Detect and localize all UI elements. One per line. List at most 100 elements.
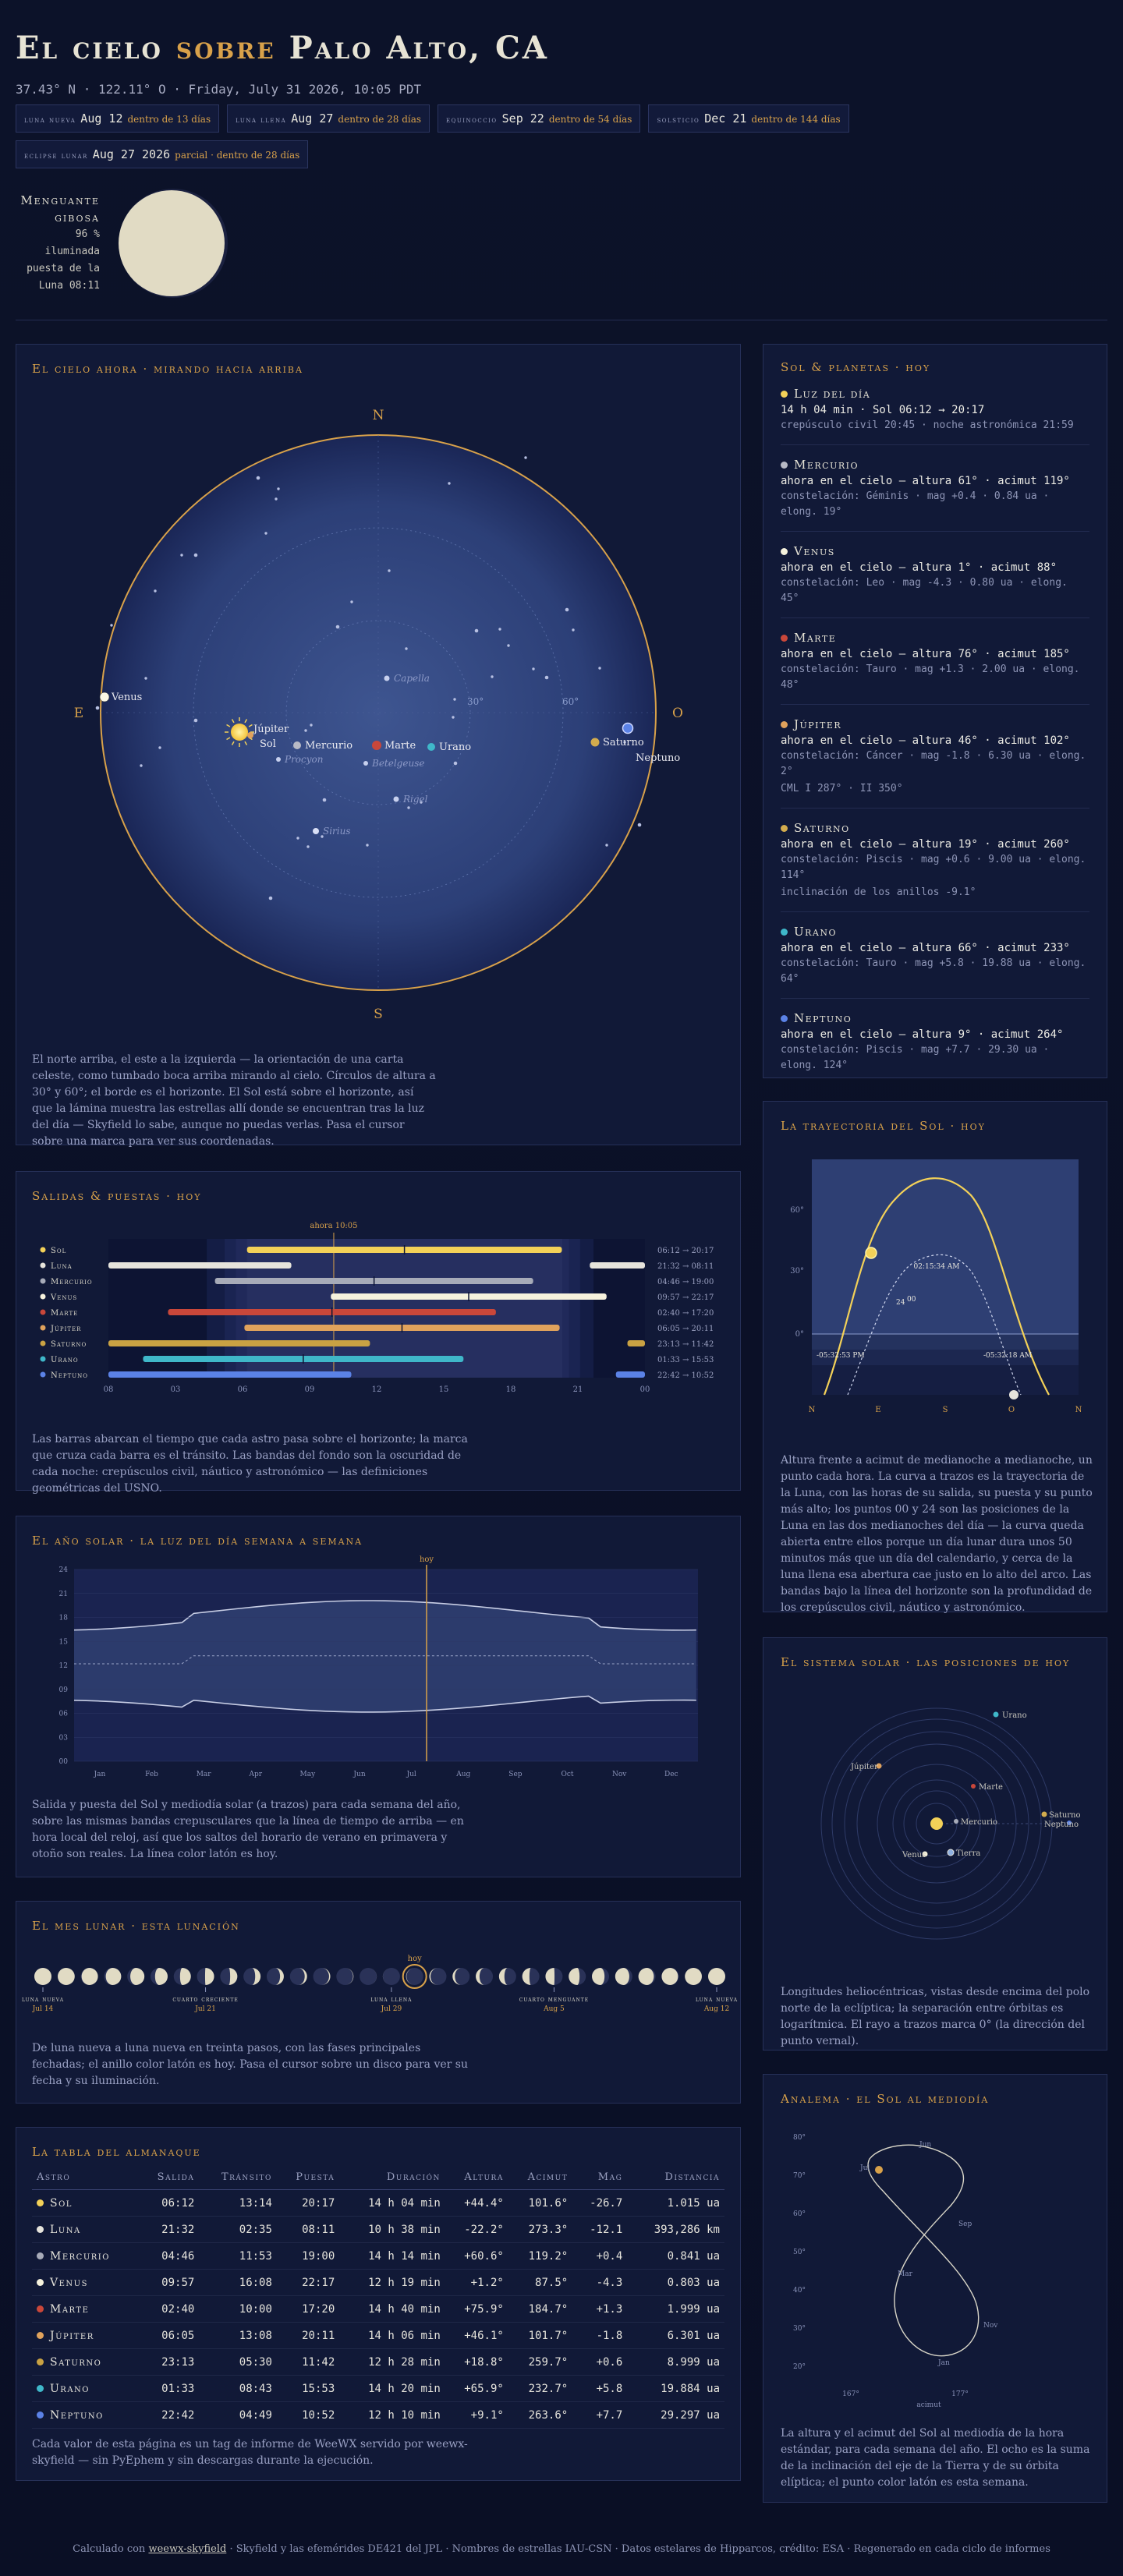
star[interactable] xyxy=(275,497,278,501)
lunar-phase-disc[interactable] xyxy=(266,1968,284,1985)
sun-now-marker[interactable] xyxy=(865,1247,877,1259)
star[interactable] xyxy=(407,806,410,809)
star[interactable] xyxy=(296,837,299,840)
lunar-phase-disc[interactable] xyxy=(104,1968,122,1985)
star[interactable] xyxy=(565,607,569,612)
lunar-phase-disc[interactable] xyxy=(545,1968,563,1985)
star[interactable] xyxy=(637,823,642,827)
neptune-dot[interactable] xyxy=(1067,1821,1072,1825)
star[interactable] xyxy=(140,764,143,767)
star[interactable] xyxy=(277,487,280,490)
jupiter-dot[interactable] xyxy=(876,1763,882,1769)
lunar-phase-disc[interactable] xyxy=(592,1968,610,1985)
star[interactable] xyxy=(366,844,369,847)
planet-mars-marker[interactable] xyxy=(372,741,381,750)
star[interactable] xyxy=(306,845,310,848)
lunar-phase-disc[interactable] xyxy=(498,1968,516,1985)
star[interactable] xyxy=(572,628,575,632)
lunar-phase-disc[interactable] xyxy=(685,1968,703,1985)
lunar-phase-disc[interactable] xyxy=(661,1968,679,1985)
uranus-dot[interactable] xyxy=(993,1711,999,1718)
mercury-dot[interactable] xyxy=(954,1819,958,1824)
moon-now-marker[interactable] xyxy=(1009,1390,1018,1399)
star[interactable] xyxy=(321,835,324,838)
lunar-phase-disc[interactable] xyxy=(57,1968,75,1985)
above-horizon-bar[interactable] xyxy=(590,1262,645,1269)
lunar-phase-disc[interactable] xyxy=(360,1968,377,1985)
planet-neptune-marker[interactable] xyxy=(622,722,634,734)
star[interactable] xyxy=(154,589,157,593)
lunar-phase-disc[interactable] xyxy=(220,1968,238,1985)
lunar-phase-disc[interactable] xyxy=(708,1968,725,1985)
star-betelgeuse[interactable] xyxy=(363,761,368,766)
planet-jupiter-marker[interactable] xyxy=(247,732,253,738)
star-sirius[interactable] xyxy=(313,828,319,834)
planet-uranus-marker[interactable] xyxy=(427,743,435,751)
star-rigel[interactable] xyxy=(393,796,399,802)
earth-dot[interactable] xyxy=(947,1849,955,1856)
star[interactable] xyxy=(453,761,458,766)
above-horizon-bar[interactable] xyxy=(108,1371,352,1378)
lunar-phase-disc[interactable] xyxy=(638,1968,656,1985)
lunar-phase-disc[interactable] xyxy=(173,1968,191,1985)
star[interactable] xyxy=(350,600,353,603)
weewx-skyfield-link[interactable]: weewx-skyfield xyxy=(148,2543,227,2555)
star[interactable] xyxy=(304,729,307,732)
lunar-phase-disc[interactable] xyxy=(336,1968,354,1985)
above-horizon-bar[interactable] xyxy=(615,1371,645,1378)
venus-dot[interactable] xyxy=(922,1851,928,1857)
lunar-phase-disc[interactable] xyxy=(476,1968,494,1985)
star[interactable] xyxy=(452,716,455,719)
star[interactable] xyxy=(110,624,113,627)
star[interactable] xyxy=(193,718,198,723)
star-capella[interactable] xyxy=(384,675,390,681)
lunar-phase-disc[interactable] xyxy=(569,1968,586,1985)
star[interactable] xyxy=(420,801,423,804)
lunar-phase-disc[interactable] xyxy=(197,1968,214,1985)
star-procyon[interactable] xyxy=(276,757,281,762)
star[interactable] xyxy=(180,554,183,557)
star[interactable] xyxy=(605,844,608,847)
star[interactable] xyxy=(532,667,535,671)
star[interactable] xyxy=(498,628,501,631)
lunar-phase-disc[interactable] xyxy=(289,1968,307,1985)
lunar-phase-disc[interactable] xyxy=(80,1968,98,1985)
star[interactable] xyxy=(193,553,198,557)
planet-saturn-marker[interactable] xyxy=(590,738,600,747)
star[interactable] xyxy=(144,677,147,680)
star[interactable] xyxy=(491,675,494,678)
lunar-phase-disc[interactable] xyxy=(34,1968,51,1985)
star[interactable] xyxy=(335,625,340,629)
above-horizon-bar[interactable] xyxy=(627,1340,645,1346)
lunar-phase-disc[interactable] xyxy=(452,1968,470,1985)
star[interactable] xyxy=(322,798,327,802)
star[interactable] xyxy=(524,456,527,459)
star[interactable] xyxy=(256,476,260,480)
lunar-phase-disc[interactable] xyxy=(313,1968,331,1985)
star[interactable] xyxy=(448,482,451,485)
star[interactable] xyxy=(405,647,408,650)
star[interactable] xyxy=(268,896,273,901)
star[interactable] xyxy=(544,675,549,680)
saturn-dot[interactable] xyxy=(1041,1811,1047,1817)
above-horizon-bar[interactable] xyxy=(108,1340,370,1346)
lunar-phase-disc[interactable] xyxy=(150,1968,168,1985)
lunar-phase-disc[interactable] xyxy=(406,1968,423,1985)
lunar-phase-disc[interactable] xyxy=(382,1968,400,1985)
lunar-phase-disc[interactable] xyxy=(127,1968,145,1985)
star[interactable] xyxy=(623,741,626,744)
lunar-phase-disc[interactable] xyxy=(429,1968,447,1985)
mars-dot[interactable] xyxy=(971,1784,976,1789)
planet-venus-marker[interactable] xyxy=(99,692,110,702)
star[interactable] xyxy=(310,724,313,727)
star[interactable] xyxy=(507,644,510,647)
planet-mercury-marker[interactable] xyxy=(293,741,301,749)
lunar-phase-disc[interactable] xyxy=(243,1968,261,1985)
star[interactable] xyxy=(264,532,267,535)
star[interactable] xyxy=(388,569,391,572)
star[interactable] xyxy=(598,667,601,670)
above-horizon-bar[interactable] xyxy=(108,1262,292,1269)
lunar-phase-disc[interactable] xyxy=(522,1968,540,1985)
lunar-phase-disc[interactable] xyxy=(615,1968,632,1985)
this-week-marker[interactable] xyxy=(875,2166,883,2174)
